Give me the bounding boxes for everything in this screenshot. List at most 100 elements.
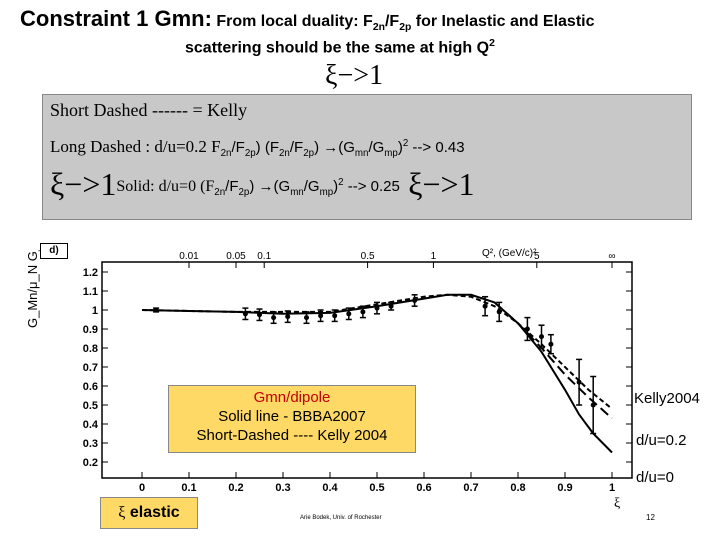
top-tick-label: 0.05 xyxy=(226,251,246,262)
data-point xyxy=(304,315,309,321)
solid-xi-start: ξ−>1 xyxy=(50,166,117,202)
legend-line-kelly: Short-Dashed ---- Kelly 2004 xyxy=(196,427,388,444)
credit-text: Arie Bodek, Univ. of Rochester xyxy=(300,515,382,521)
top-tick-label: 1 xyxy=(431,251,437,262)
long-sub-2p-b: 2p xyxy=(303,148,315,159)
y-tick-label: 0.8 xyxy=(83,343,98,355)
data-point xyxy=(271,315,277,321)
long-mid3: /F xyxy=(289,139,304,156)
legend-box: Gmn/dipole Solid line - BBBA2007 Short-D… xyxy=(168,385,416,453)
data-point xyxy=(360,309,366,315)
data-point xyxy=(242,311,248,317)
top-tick-label: 0.1 xyxy=(257,251,271,262)
data-point xyxy=(576,379,582,385)
long-sub-2n-b: 2n xyxy=(279,148,290,159)
solid-mid1: /F xyxy=(225,178,239,195)
plot-frame xyxy=(101,261,633,479)
gmn-chart: 0.2 0.3 0.4 0.5 0.6 0.7 0.8 0.9 1 1.1 1.2 0 0.1 0.2 0.… xyxy=(83,251,633,494)
x-tick-label: 0.5 xyxy=(369,482,384,494)
data-point xyxy=(412,298,418,303)
long-end: --> 0.43 xyxy=(408,139,465,156)
y-axis-label-text: G_Mn/μ_N G_D xyxy=(25,250,40,328)
subtitle-text: scattering should be the same at high Q xyxy=(185,39,490,57)
long-dashed-description: Long Dashed : d/u=0.2 F2n/F2p) (F2n/F2p)… xyxy=(50,137,465,159)
long-mid2: ) (F xyxy=(255,139,279,156)
solid-mid4: ) xyxy=(333,178,339,195)
xi-symbol: ξ xyxy=(118,504,126,521)
data-point xyxy=(388,303,394,309)
series-line-kelly-2004 xyxy=(141,293,613,410)
solid-sup-2: 2 xyxy=(338,177,344,188)
long-mid5: /G xyxy=(368,139,385,156)
y-tick-label: 1 xyxy=(92,305,98,317)
data-point xyxy=(285,314,291,320)
long-sub-2n-a: 2n xyxy=(220,148,232,159)
long-prefix: Long Dashed : d/u=0.2 F xyxy=(50,137,221,156)
x-tick-label: 0.1 xyxy=(181,482,196,494)
solid-sub-mp: mp xyxy=(319,187,334,198)
y-tick-label: 0.2 xyxy=(83,457,98,469)
top-tick-label: 0.5 xyxy=(361,251,375,262)
data-point xyxy=(318,313,324,319)
du0-curve-label: d/u=0 xyxy=(636,469,674,486)
y-tick-label: 0.3 xyxy=(83,438,98,450)
solid-description: ξ−>1Solid: d/u=0 (F2n/F2p) →(Gmn/Gmp)2 -… xyxy=(50,166,475,203)
title-sub-2n: 2n xyxy=(372,22,385,34)
long-sup-2: 2 xyxy=(402,138,409,149)
data-point xyxy=(374,305,380,311)
x-tick-label: 0 xyxy=(139,482,145,494)
y-tick-label: 0.7 xyxy=(83,362,98,374)
top-tick-label: 0.01 xyxy=(179,251,199,262)
y-tick-label: 0.6 xyxy=(83,381,98,393)
legend-line-bbba: Solid line - BBBA2007 xyxy=(218,408,366,425)
y-tick-label: 0.9 xyxy=(83,324,98,336)
xi-axis-label: ξ xyxy=(614,496,621,511)
x-tick-label: 1 xyxy=(609,482,615,494)
data-point xyxy=(482,303,488,309)
solid-mid2: ) →(G xyxy=(249,178,291,195)
data-point xyxy=(590,402,596,408)
q2-axis-label: Q², (GeV/c)² xyxy=(482,248,537,259)
xi-arrow-heading: ξ−>1 xyxy=(325,60,384,91)
y-tick-label: 0.5 xyxy=(83,400,98,412)
data-point xyxy=(524,326,530,332)
long-sub-mn: mn xyxy=(354,148,369,159)
solid-xi-end: ξ−>1 xyxy=(408,166,475,202)
x-tick-label: 0.7 xyxy=(463,482,478,494)
title-sub-2p: 2p xyxy=(399,22,412,34)
top-tick-label: 5 xyxy=(534,251,540,262)
du02-curve-label: d/u=0.2 xyxy=(636,432,687,449)
x-tick-label: 0.3 xyxy=(275,482,290,494)
slide-title: Constraint 1 Gmn: From local duality: F2… xyxy=(20,6,595,33)
long-mid1: /F xyxy=(231,139,245,156)
data-point xyxy=(496,309,502,315)
page-number: 12 xyxy=(646,513,655,522)
data-point xyxy=(332,313,338,319)
solid-prefix: Solid: d/u=0 (F xyxy=(116,178,215,195)
kelly-curve-label: Kelly2004 xyxy=(634,390,700,407)
x-tick-label: 0.8 xyxy=(510,482,525,494)
data-point xyxy=(153,307,159,313)
top-tick-label: ∞ xyxy=(608,251,615,262)
short-dashed-description: Short Dashed ------ = Kelly xyxy=(50,100,248,120)
data-point xyxy=(548,341,554,347)
series-line-d-u-0-2 xyxy=(493,301,613,420)
solid-sub-2n: 2n xyxy=(214,187,226,198)
slide-subtitle: scattering should be the same at high Q2 xyxy=(185,38,495,57)
title-end: for Inelastic and Elastic xyxy=(411,13,595,30)
long-mid4: ) →(G xyxy=(314,139,355,156)
x-tick-label: 0.6 xyxy=(416,482,431,494)
x-tick-label: 0.4 xyxy=(322,482,338,494)
y-tick-label: 1.2 xyxy=(83,267,98,279)
title-main: Constraint 1 Gmn: xyxy=(20,6,212,31)
solid-mid3: /G xyxy=(303,178,320,195)
y-tick-label: 0.4 xyxy=(83,419,99,431)
data-point xyxy=(257,312,262,318)
y-axis-label: G_Mn/μ_N G_D xyxy=(25,250,40,328)
title-slash: /F xyxy=(384,13,400,30)
x-tick-label: 0.2 xyxy=(228,482,243,494)
data-point xyxy=(346,311,352,317)
y-tick-label: 1.1 xyxy=(83,286,98,298)
xi-elastic-box: ξ elastic xyxy=(100,497,198,529)
solid-sub-mn: mn xyxy=(290,187,304,198)
